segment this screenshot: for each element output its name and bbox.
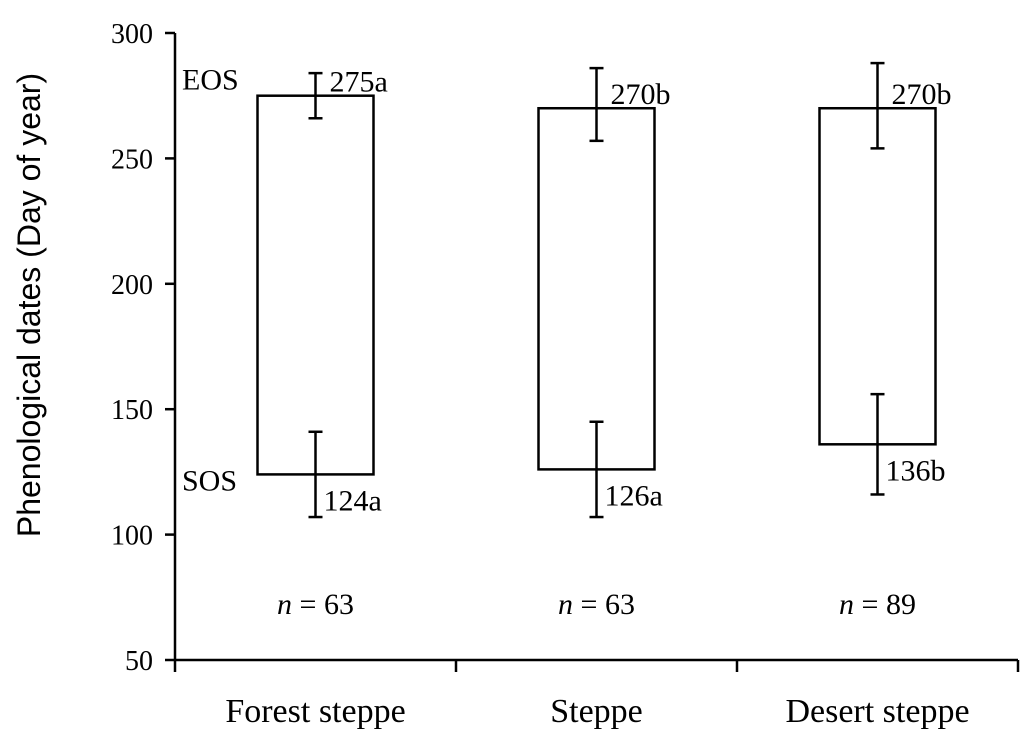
x-category-label: Forest steppe	[225, 693, 405, 730]
axes: 50 100 150 200 250 300 Forest steppe Steppe Dese…	[111, 19, 1020, 730]
phenology-period-box	[537, 106, 656, 471]
sos-data-label: 124a	[324, 484, 382, 517]
eos-data-label: 270b	[611, 78, 671, 111]
phenology-period-box	[256, 94, 375, 476]
y-tick-label: 200	[111, 270, 153, 301]
x-category-label: Desert steppe	[785, 693, 969, 730]
phenology-period-box	[818, 106, 937, 446]
sample-size-label: n = 63	[558, 588, 635, 621]
eos-data-label: 275a	[330, 66, 388, 99]
sample-size-label: n = 63	[277, 588, 354, 621]
sos-phase-label: SOS	[182, 464, 237, 497]
y-tick-label: 100	[111, 521, 153, 552]
sos-data-label: 126a	[605, 479, 663, 512]
y-tick-label: 50	[125, 646, 153, 677]
x-category-label: Steppe	[550, 693, 643, 730]
eos-phase-label: EOS	[182, 64, 239, 97]
chart-marks: 275a 124a n = 63 270b 126a n = 63 270b 136b n = …	[182, 61, 952, 621]
eos-data-label: 270b	[892, 78, 952, 111]
sos-data-label: 136b	[886, 454, 946, 487]
y-tick-label: 300	[111, 19, 153, 50]
y-tick-label: 150	[111, 395, 153, 426]
y-tick-label: 250	[111, 144, 153, 175]
y-axis-label: Phenological dates (Day of year)	[11, 73, 47, 537]
sample-size-label: n = 89	[839, 588, 916, 621]
